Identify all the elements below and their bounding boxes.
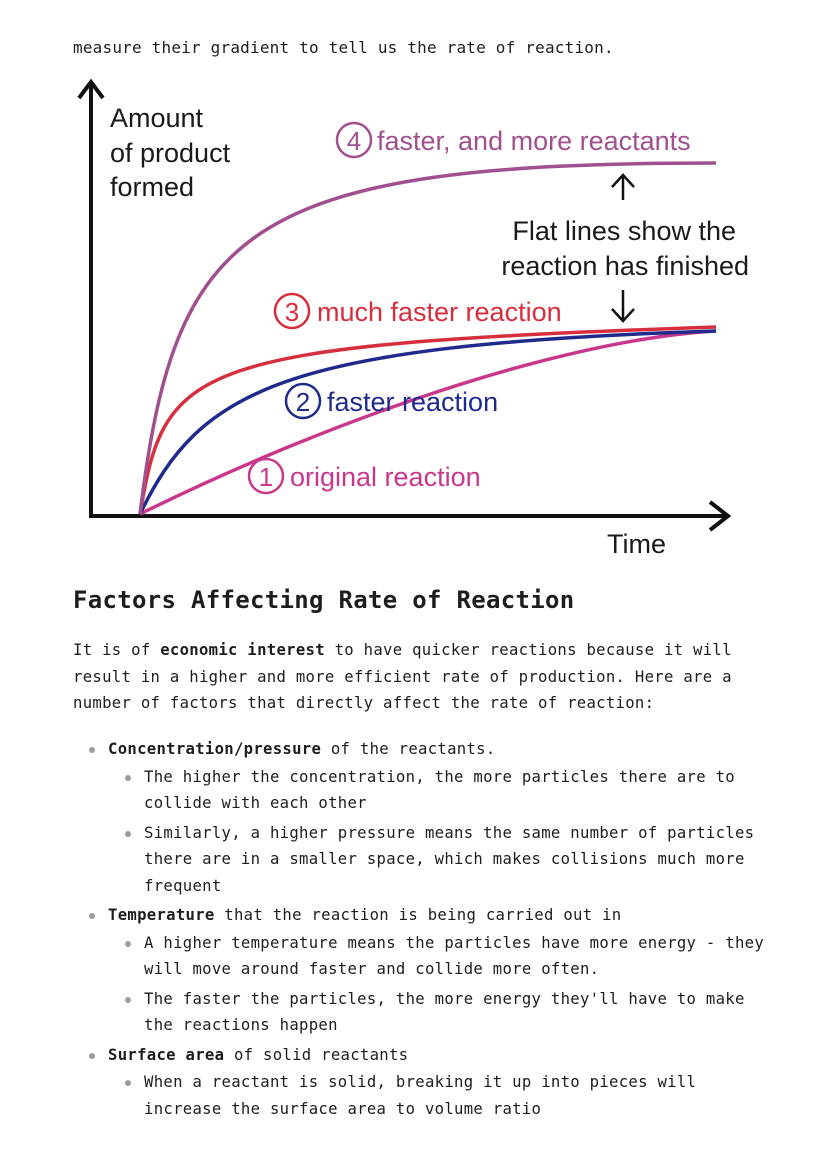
section-heading: Factors Affecting Rate of Reaction <box>73 586 575 614</box>
factor-title: Concentration/pressure <box>108 740 322 758</box>
bullet-icon <box>125 996 131 1003</box>
label-number-2: 2 <box>296 387 310 417</box>
sub-item: A higher temperature means the particles… <box>108 930 773 983</box>
sub-item-text: The higher the concentration, the more p… <box>144 767 735 813</box>
sub-list: When a reactant is solid, breaking it up… <box>108 1069 773 1122</box>
factor-description: that the reaction is being carried out i… <box>214 906 622 924</box>
label-original-reaction: original reaction <box>290 462 481 492</box>
sub-list: The higher the concentration, the more p… <box>108 764 773 900</box>
x-axis-arrowhead <box>708 500 732 532</box>
sub-item: Similarly, a higher pressure means the s… <box>108 820 773 900</box>
para-bold-term: economic interest <box>160 641 325 659</box>
para-text-end: to have quicker reactions because it wil… <box>73 641 732 712</box>
label-faster-reaction: faster reaction <box>327 387 498 417</box>
bullet-icon <box>89 1052 95 1059</box>
annotation-down-arrowhead <box>611 308 635 323</box>
label-marker-1 <box>247 457 285 495</box>
factors-list: Concentration/pressure of the reactants.… <box>73 736 773 1125</box>
sub-item-text: Similarly, a higher pressure means the s… <box>144 823 755 895</box>
factor-title: Surface area <box>108 1045 225 1064</box>
bullet-icon <box>125 774 131 781</box>
factor-temperature: Temperature that the reaction is being c… <box>73 902 773 1039</box>
bullet-icon <box>89 747 95 753</box>
para-text-start: It is of <box>73 641 161 659</box>
curve-more-reactants <box>138 161 717 515</box>
bullet-icon <box>125 830 131 837</box>
label-marker-2 <box>284 382 322 420</box>
label-marker-4 <box>335 121 373 159</box>
bullet-icon <box>125 1080 131 1086</box>
sub-item: The higher the concentration, the more p… <box>108 764 773 817</box>
bullet-icon <box>125 940 131 947</box>
x-axis-label: Time <box>607 529 666 559</box>
y-axis-label-line-1: Amount <box>110 103 204 133</box>
sub-list: A higher temperature means the particles… <box>108 930 773 1039</box>
bullet-icon <box>89 913 95 919</box>
label-number-3: 3 <box>285 297 299 327</box>
sub-item-text: The faster the particles, the more energ… <box>144 989 745 1035</box>
label-number-4: 4 <box>347 126 361 156</box>
factor-surface-area: Surface area of solid reactants When a r… <box>73 1042 773 1123</box>
annotation-up-arrowhead <box>611 173 635 188</box>
sub-item-text: A higher temperature means the particles… <box>144 933 765 979</box>
curve-original-reaction <box>139 329 717 516</box>
curve-much-faster-reaction <box>138 325 717 515</box>
y-axis-label-line-3: formed <box>110 172 194 202</box>
factor-description: of solid reactants <box>224 1045 409 1064</box>
sub-item-text: When a reactant is solid, breaking it up… <box>144 1073 697 1118</box>
annotation-line-1: Flat lines show the <box>512 216 736 246</box>
intro-text: measure their gradient to tell us the ra… <box>73 38 614 57</box>
rate-of-reaction-graph: Amount of product formed Time 4 faster, … <box>77 78 749 559</box>
y-axis-label-line-2: of product <box>110 138 231 168</box>
intro-paragraph: It is of economic interest to have quick… <box>73 637 763 717</box>
factor-description: of the reactants. <box>321 740 496 758</box>
factor-title: Temperature <box>108 906 215 924</box>
sub-item: The faster the particles, the more energ… <box>108 986 773 1039</box>
factor-concentration: Concentration/pressure of the reactants.… <box>73 736 773 899</box>
label-number-1: 1 <box>259 462 273 492</box>
curve-faster-reaction <box>138 329 717 515</box>
y-axis-arrowhead <box>77 78 105 100</box>
annotation-line-2: reaction has finished <box>501 251 749 281</box>
label-marker-3 <box>273 292 311 330</box>
sub-item: When a reactant is solid, breaking it up… <box>108 1069 773 1122</box>
label-more-reactants: faster, and more reactants <box>377 126 691 156</box>
label-much-faster-reaction: much faster reaction <box>317 297 562 327</box>
